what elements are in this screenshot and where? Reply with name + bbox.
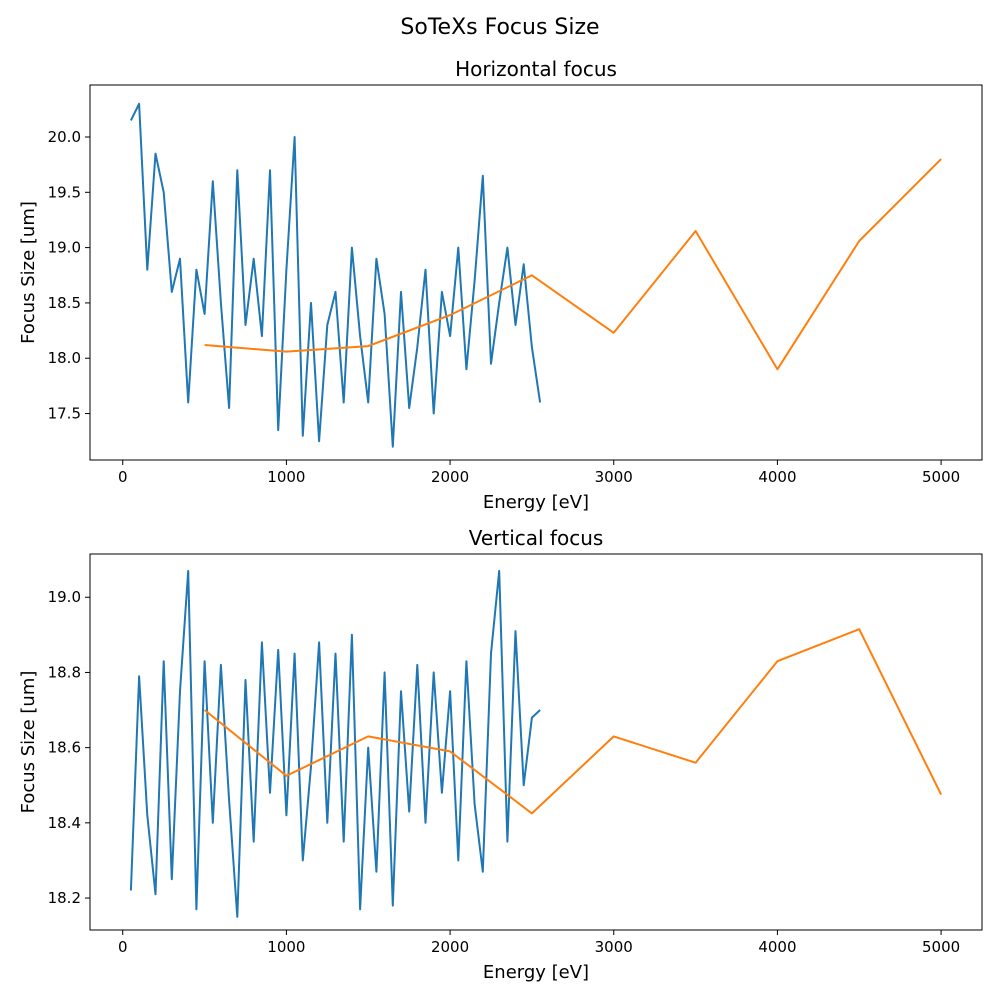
chart-2-x-tick-label: 1000: [267, 938, 305, 956]
chart-2-x-tick-label: 4000: [758, 938, 796, 956]
horizontal-focus-panel: Horizontal focus 0 1000 2000 3000 4000 5000 17.…: [18, 57, 983, 513]
chart-1-axes-frame: [89, 84, 983, 461]
chart-2-y-tick-label: 18.6: [48, 739, 81, 757]
chart-1-series-2-line: [204, 158, 942, 371]
chart-1-x-tick-label: 2000: [431, 468, 469, 486]
chart-2-series-1-line: [129, 569, 541, 918]
chart-1-x-tick-label: 3000: [595, 468, 633, 486]
chart-2-x-tick-label: 2000: [431, 938, 469, 956]
chart-1-title: Horizontal focus: [455, 57, 617, 81]
chart-1-x-tick-label: 4000: [758, 468, 796, 486]
chart-2-y-tick-label: 18.2: [48, 889, 81, 907]
chart-1-x-axis-label: Energy [eV]: [483, 492, 589, 513]
chart-2-x-axis-label: Energy [eV]: [483, 962, 589, 983]
vertical-focus-panel: Vertical focus 0 1000 2000 3000 4000 5000 18.2 1…: [18, 526, 983, 983]
chart-1-y-tick-label: 19.5: [48, 183, 81, 201]
chart-2-x-tick-label: 5000: [922, 938, 960, 956]
chart-1-x-tick-label: 1000: [267, 468, 305, 486]
chart-1-y-tick-label: 19.0: [48, 239, 81, 257]
chart-2-x-tick-label: 0: [118, 938, 128, 956]
chart-2-y-tick-label: 19.0: [48, 588, 81, 606]
chart-1-y-axis-label: Focus Size [um]: [18, 201, 39, 344]
chart-1-y-tick-label: 18.5: [48, 294, 81, 312]
chart-2-x-tick-label: 3000: [595, 938, 633, 956]
chart-1-x-tick-label: 0: [118, 468, 128, 486]
chart-2-y-tick-label: 18.8: [48, 663, 81, 681]
chart-2-title: Vertical focus: [469, 526, 604, 550]
chart-2-y-tick-label: 18.4: [48, 814, 81, 832]
chart-1-y-tick-label: 17.5: [48, 405, 81, 423]
chart-1-y-tick-label: 20.0: [48, 128, 81, 146]
chart-1-x-tick-label: 5000: [922, 468, 960, 486]
chart-2-series-2-line: [203, 628, 942, 815]
chart-1-series-1-line: [130, 102, 542, 448]
figure-title: SoTeXs Focus Size: [400, 15, 600, 40]
chart-2-y-axis-label: Focus Size [um]: [18, 671, 39, 814]
chart-2-axes-frame: [89, 553, 983, 931]
chart-1-y-tick-label: 18.0: [48, 349, 81, 367]
